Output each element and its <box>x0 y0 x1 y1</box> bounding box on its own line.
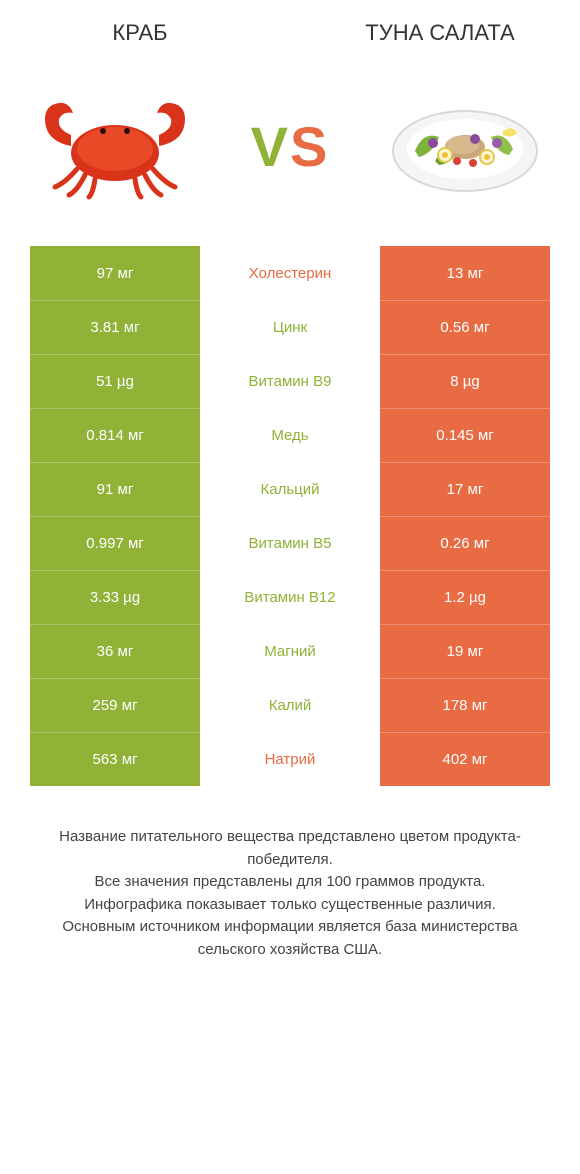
left-title: КРАБ <box>40 20 240 46</box>
footer-line: Инфографика показывает только существенн… <box>30 894 550 917</box>
images-row: VS <box>0 56 580 246</box>
table-row: 259 мгКалий178 мг <box>30 678 550 732</box>
right-value: 0.56 мг <box>380 300 550 354</box>
comparison-table: 97 мгХолестерин13 мг3.81 мгЦинк0.56 мг51… <box>0 246 580 786</box>
right-value: 1.2 µg <box>380 570 550 624</box>
header: КРАБ ТУНА САЛАТА <box>0 0 580 56</box>
nutrient-label: Холестерин <box>200 246 380 300</box>
nutrient-label: Цинк <box>200 300 380 354</box>
table-row: 563 мгНатрий402 мг <box>30 732 550 786</box>
nutrient-label: Натрий <box>200 732 380 786</box>
nutrient-label: Медь <box>200 408 380 462</box>
vs-v: V <box>251 115 290 178</box>
right-value: 19 мг <box>380 624 550 678</box>
left-value: 563 мг <box>30 732 200 786</box>
left-value: 51 µg <box>30 354 200 408</box>
right-value: 8 µg <box>380 354 550 408</box>
right-value: 402 мг <box>380 732 550 786</box>
right-value: 0.145 мг <box>380 408 550 462</box>
left-value: 259 мг <box>30 678 200 732</box>
table-row: 36 мгМагний19 мг <box>30 624 550 678</box>
left-value: 3.33 µg <box>30 570 200 624</box>
nutrient-label: Витамин B12 <box>200 570 380 624</box>
right-value: 13 мг <box>380 246 550 300</box>
vs-label: VS <box>251 114 330 179</box>
nutrient-label: Магний <box>200 624 380 678</box>
table-row: 97 мгХолестерин13 мг <box>30 246 550 300</box>
nutrient-label: Витамин B5 <box>200 516 380 570</box>
right-title: ТУНА САЛАТА <box>340 20 540 46</box>
right-value: 17 мг <box>380 462 550 516</box>
left-value: 36 мг <box>30 624 200 678</box>
nutrient-label: Витамин B9 <box>200 354 380 408</box>
left-value: 3.81 мг <box>30 300 200 354</box>
left-value: 0.997 мг <box>30 516 200 570</box>
table-row: 3.33 µgВитамин B121.2 µg <box>30 570 550 624</box>
left-value: 0.814 мг <box>30 408 200 462</box>
footer-line: Название питательного вещества представл… <box>30 826 550 871</box>
table-row: 0.997 мгВитамин B50.26 мг <box>30 516 550 570</box>
right-value: 0.26 мг <box>380 516 550 570</box>
crab-icon <box>30 86 200 206</box>
tuna-salad-icon <box>380 86 550 206</box>
footer-line: Все значения представлены для 100 граммо… <box>30 871 550 894</box>
table-row: 3.81 мгЦинк0.56 мг <box>30 300 550 354</box>
table-row: 91 мгКальций17 мг <box>30 462 550 516</box>
nutrient-label: Калий <box>200 678 380 732</box>
footer: Название питательного вещества представл… <box>0 786 580 961</box>
vs-s: S <box>290 115 329 178</box>
left-value: 91 мг <box>30 462 200 516</box>
table-row: 51 µgВитамин B98 µg <box>30 354 550 408</box>
footer-line: Основным источником информации является … <box>30 916 550 961</box>
right-value: 178 мг <box>380 678 550 732</box>
left-value: 97 мг <box>30 246 200 300</box>
table-row: 0.814 мгМедь0.145 мг <box>30 408 550 462</box>
nutrient-label: Кальций <box>200 462 380 516</box>
